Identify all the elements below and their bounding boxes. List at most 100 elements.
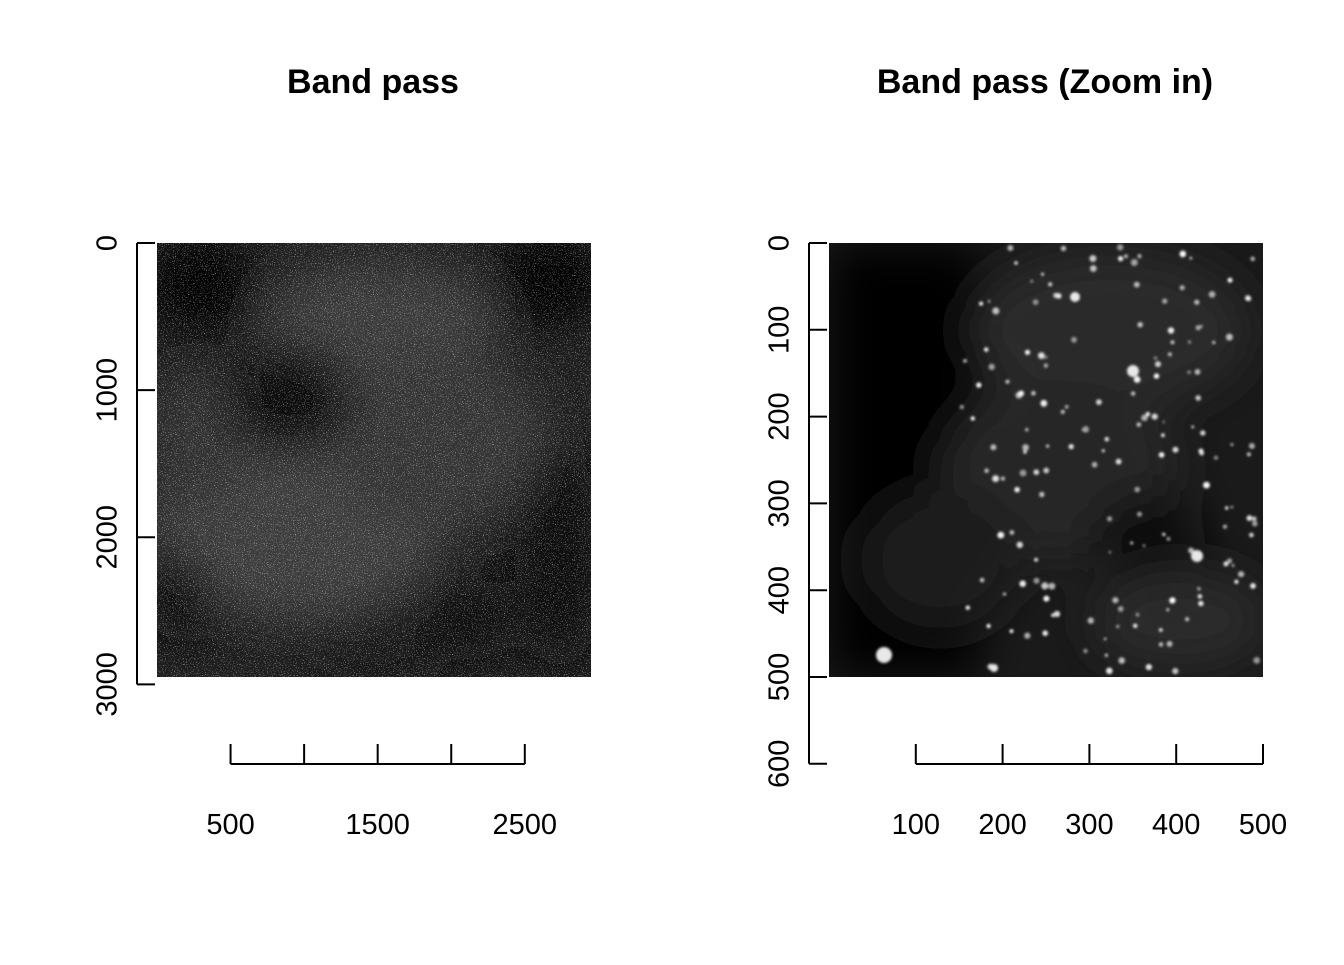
- bright-spot: [1038, 352, 1045, 359]
- bright-spot: [1049, 583, 1056, 590]
- bright-spot: [1007, 245, 1013, 251]
- bright-spot: [1250, 583, 1256, 589]
- bright-spot: [1043, 468, 1049, 474]
- chart-title: Band pass: [287, 63, 459, 101]
- bright-spot: [1197, 587, 1201, 591]
- bright-spot: [1203, 482, 1210, 489]
- bright-spot: [1226, 334, 1233, 341]
- x-axis: 500 1500 2500: [206, 744, 557, 841]
- bright-spot: [1040, 400, 1047, 407]
- bright-spot: [1231, 443, 1234, 446]
- bright-spot: [1146, 664, 1152, 670]
- bright-spot: [876, 647, 892, 663]
- bright-spot: [1137, 512, 1142, 517]
- bright-spot: [1168, 352, 1172, 356]
- bright-spot: [1191, 426, 1194, 429]
- bright-spot: [1238, 571, 1244, 577]
- bright-spot: [1152, 414, 1158, 420]
- bright-spot: [1092, 462, 1098, 468]
- bright-spot: [1180, 251, 1187, 258]
- bright-spot: [1054, 611, 1060, 617]
- bright-spot: [1251, 257, 1255, 261]
- bright-spot: [1247, 452, 1251, 456]
- bright-spot: [1045, 356, 1048, 359]
- bright-spot: [1031, 391, 1036, 396]
- bright-spot: [1118, 657, 1125, 664]
- bright-spot: [1102, 449, 1105, 452]
- bright-spot: [1173, 447, 1179, 453]
- bright-spot: [1249, 533, 1254, 538]
- bright-spot: [963, 359, 967, 363]
- bright-spot: [1228, 278, 1233, 283]
- panel-band-pass: Band pass 0 1000 2000 3000 500 1500 2500: [92, 63, 605, 841]
- bright-spot: [1136, 613, 1140, 617]
- bright-spot: [1195, 395, 1201, 401]
- bright-spot: [1252, 517, 1257, 522]
- bright-spot: [1116, 625, 1119, 628]
- bright-spot: [1189, 257, 1192, 260]
- bright-spot: [1198, 594, 1203, 599]
- bright-spot: [1001, 477, 1005, 481]
- bright-spot: [1234, 580, 1238, 584]
- bright-spot: [960, 405, 964, 409]
- bright-spot: [1155, 361, 1161, 367]
- bright-spot: [1191, 550, 1203, 562]
- bright-spot: [1025, 350, 1030, 355]
- y-tick-label: 100: [764, 306, 796, 354]
- x-tick-label: 400: [1152, 809, 1200, 841]
- bright-spot: [1065, 405, 1069, 409]
- bright-spot: [1046, 445, 1049, 448]
- bright-spot: [1104, 638, 1107, 641]
- bright-spot: [1245, 295, 1251, 301]
- bright-spot: [990, 664, 998, 672]
- bright-spot: [1014, 487, 1020, 493]
- bright-spot: [1061, 246, 1066, 251]
- bright-spot: [1252, 521, 1258, 527]
- bright-spot: [1159, 628, 1163, 632]
- bright-spot: [1134, 282, 1140, 288]
- bright-spot: [1195, 369, 1201, 375]
- bright-spot: [1167, 537, 1171, 541]
- bright-spot: [1138, 322, 1143, 327]
- y-tick-label: 3000: [92, 652, 124, 717]
- bright-spot: [1171, 340, 1175, 344]
- bright-spot: [1010, 530, 1015, 535]
- bright-spot: [1033, 299, 1039, 305]
- bright-spot: [987, 624, 991, 628]
- bright-spot: [1088, 617, 1094, 623]
- bright-spot: [1105, 654, 1108, 657]
- bright-spot: [1061, 410, 1065, 414]
- y-tick-label: 200: [764, 392, 796, 440]
- bright-spot: [1163, 421, 1165, 423]
- bright-spot: [1162, 533, 1165, 536]
- bright-spot: [1069, 444, 1074, 449]
- bright-spot: [1143, 545, 1145, 547]
- bright-spot: [1134, 376, 1141, 383]
- bright-spot: [1003, 593, 1006, 596]
- bright-spot: [1112, 597, 1118, 603]
- bright-spot: [1024, 633, 1030, 639]
- bright-spot: [989, 364, 995, 370]
- bright-spot: [1034, 469, 1040, 475]
- bright-spot: [1162, 299, 1167, 304]
- x-tick-label: 200: [978, 809, 1026, 841]
- bright-spot: [984, 468, 989, 473]
- bright-spot: [1200, 325, 1203, 328]
- bright-spot: [1223, 525, 1227, 529]
- bright-spot: [1020, 470, 1027, 477]
- bright-spot: [1127, 365, 1139, 377]
- bright-spot: [1196, 325, 1201, 330]
- y-tick-label: 400: [764, 566, 796, 614]
- bright-spot: [1200, 430, 1205, 435]
- bright-spot: [1010, 629, 1014, 633]
- bright-spot: [979, 302, 983, 306]
- bright-spot: [1159, 642, 1163, 646]
- bright-spot: [1169, 597, 1175, 603]
- bright-spot: [1146, 412, 1150, 416]
- bright-spot: [1086, 427, 1089, 430]
- bright-spot: [1133, 624, 1137, 628]
- bright-spot: [1167, 641, 1173, 647]
- bright-spot: [1188, 371, 1191, 374]
- bright-spot: [1185, 617, 1189, 621]
- bright-spot: [1232, 564, 1235, 567]
